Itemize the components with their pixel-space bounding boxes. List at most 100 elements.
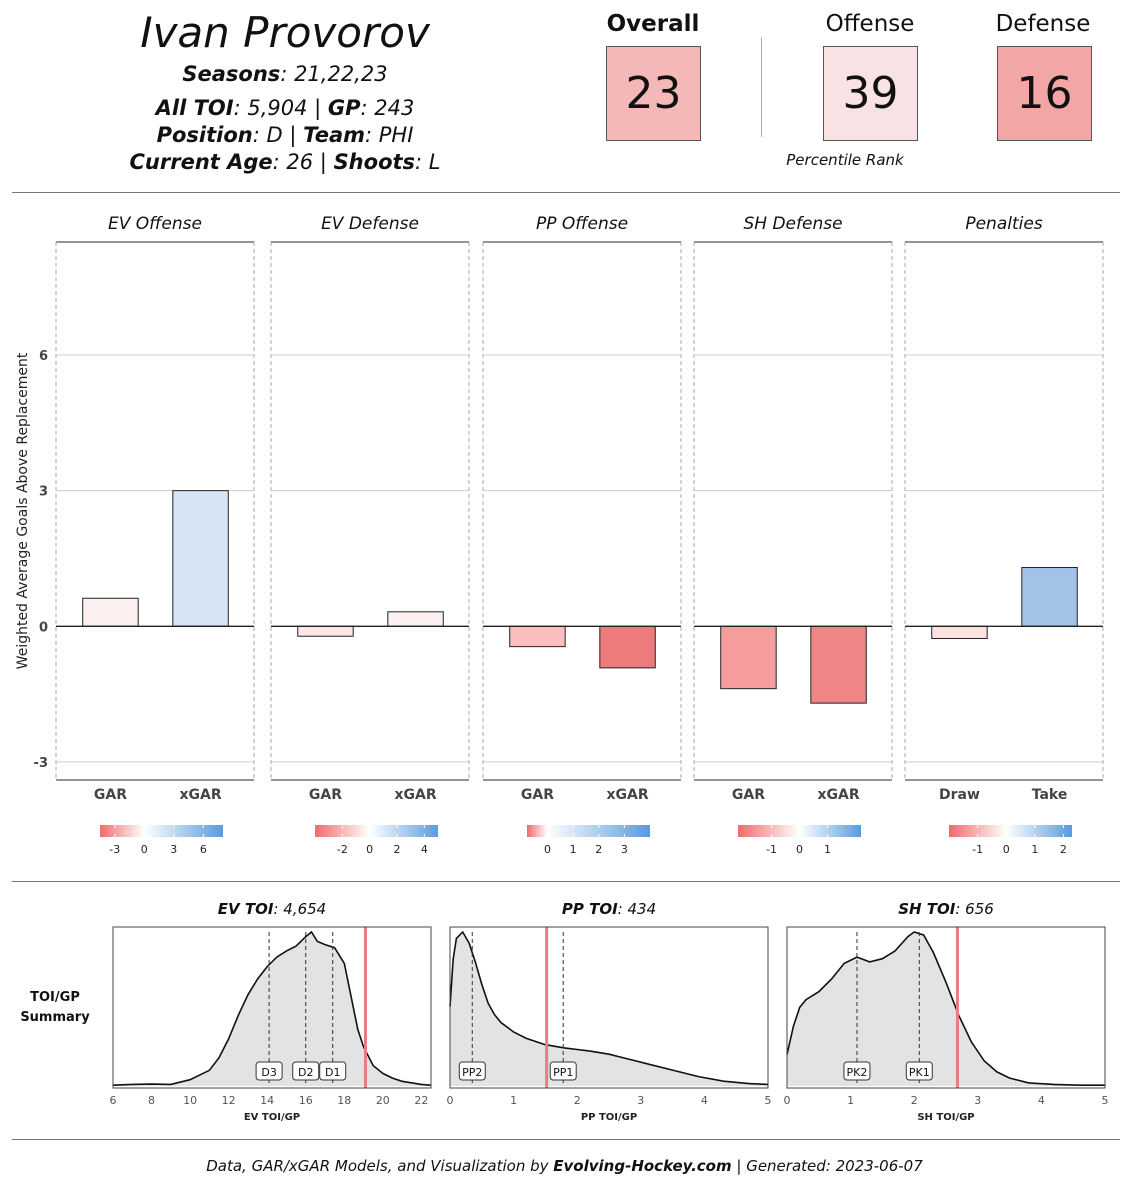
density-line: [449, 930, 769, 1086]
x-tick-label: 16: [299, 1094, 313, 1107]
section-divider-middle: [12, 881, 1120, 882]
legend-tick-label: 0: [1003, 843, 1010, 856]
color-legend-bar: [527, 825, 650, 837]
bar-gar: [720, 625, 777, 690]
density-line: [786, 931, 1105, 1086]
x-tick-label: xGAR: [394, 787, 436, 803]
x-axis-title: EV TOI/GP: [244, 1112, 300, 1123]
legend-tick-label: 0: [796, 843, 803, 856]
x-tick-label: GAR: [732, 787, 765, 803]
x-tick-label: 3: [974, 1094, 981, 1107]
bar-gar: [82, 597, 139, 627]
x-tick-label: 1: [510, 1094, 517, 1107]
panel-title: EV Defense: [321, 214, 419, 234]
seasons-value: : 21,22,23: [280, 62, 388, 86]
density-frame: [786, 926, 1106, 1089]
x-tick-label: GAR: [309, 787, 342, 803]
toi-value: : 5,904 |: [233, 96, 328, 120]
bar-draw: [931, 625, 988, 639]
x-tick-label: 2: [574, 1094, 581, 1107]
gar-bar-chart: Weighted Average Goals Above Replacement…: [15, 214, 1104, 856]
x-tick-label: 5: [765, 1094, 772, 1107]
legend-tick-label: -1: [766, 843, 777, 856]
player-name: Ivan Provorov: [140, 8, 430, 57]
legend-tick-label: -3: [109, 843, 120, 856]
footer-credit: Data, GAR/xGAR Models, and Visualization…: [0, 1157, 1129, 1175]
seasons-label: Seasons: [182, 62, 281, 86]
legend-tick-label: 2: [394, 843, 401, 856]
x-tick-label: 18: [337, 1094, 351, 1107]
position-value: : D |: [252, 123, 304, 147]
line-label-box-pk1: [905, 1061, 933, 1081]
gp-label: GP: [327, 96, 361, 120]
panel-penalties: Penalties Draw Take -1 0 1 2: [904, 214, 1104, 856]
x-tick-label: xGAR: [179, 787, 221, 803]
x-tick-label: xGAR: [817, 787, 859, 803]
y-tick-label: 0: [39, 620, 48, 635]
legend-tick-label: 1: [824, 843, 831, 856]
overall-rank-box: 23: [606, 46, 701, 141]
line-label-pp1: PP1: [553, 1066, 573, 1079]
x-tick-label: 6: [110, 1094, 117, 1107]
defense-rank-box: 16: [997, 46, 1092, 141]
panel-sh-defense: SH Defense GAR xGAR -1 0 1: [693, 214, 893, 856]
footer-prefix: Data, GAR/xGAR Models, and Visualization…: [206, 1157, 554, 1175]
line-label-box-d3: [255, 1061, 283, 1081]
toi-gp-line: All TOI: 5,904 | GP: 243: [60, 96, 510, 120]
y-tick-label: -3: [34, 756, 48, 771]
position-label: Position: [156, 123, 253, 147]
defense-label: Defense: [995, 11, 1091, 37]
density-frame: [449, 926, 769, 1089]
ev-toi-title-value: : 4,654: [273, 900, 327, 918]
panel-title: Penalties: [965, 214, 1042, 234]
panel-title: SH Defense: [743, 214, 842, 234]
x-tick-label: 3: [637, 1094, 644, 1107]
x-axis-title: PP TOI/GP: [581, 1112, 637, 1123]
toi-summary-label: TOI/GP Summary: [20, 990, 90, 1025]
bar-xgar: [387, 611, 444, 627]
sh-toi-title: SH TOI: 656: [787, 900, 1105, 918]
seasons-line: Seasons: 21,22,23: [60, 62, 510, 86]
x-tick-label: GAR: [94, 787, 127, 803]
offense-label: Offense: [825, 11, 915, 37]
x-tick-label: 1: [847, 1094, 854, 1107]
offense-rank-box: 39: [823, 46, 918, 141]
x-tick-label: 0: [784, 1094, 791, 1107]
legend-tick-label: -1: [972, 843, 983, 856]
x-tick-label: 0: [447, 1094, 454, 1107]
ev-toi-title: EV TOI: 4,654: [113, 900, 431, 918]
density-area: [450, 932, 768, 1086]
x-tick-label: 22: [414, 1094, 428, 1107]
age-value: : 26 |: [272, 150, 334, 174]
line-label-d3: D3: [261, 1066, 276, 1079]
legend-tick-label: -2: [337, 843, 348, 856]
bar-xgar: [810, 625, 867, 704]
x-tick-label: 4: [701, 1094, 708, 1107]
gp-value: : 243: [360, 96, 415, 120]
density-line: [112, 930, 432, 1086]
pp-toi-title: PP TOI: 434: [450, 900, 768, 918]
y-axis-title: Weighted Average Goals Above Replacement: [15, 352, 31, 669]
color-legend-bar: [315, 825, 438, 837]
team-label: Team: [303, 123, 365, 147]
panel-ev-offense: EV Offense GAR xGAR -3 0 3 6: [55, 214, 255, 856]
density-frame: [112, 926, 432, 1089]
x-axis-title: SH TOI/GP: [917, 1112, 974, 1123]
legend-tick-label: 1: [1031, 843, 1038, 856]
percentile-rank-caption: Percentile Rank: [786, 151, 904, 169]
line-label-d1: D1: [325, 1066, 340, 1079]
line-label-box-pp1: [549, 1061, 577, 1081]
color-legend-bar: [738, 825, 861, 837]
sh-toi-title-label: SH TOI: [898, 900, 956, 918]
age-shoots-line: Current Age: 26 | Shoots: L: [60, 150, 510, 174]
x-tick-label: 20: [376, 1094, 390, 1107]
bar-xgar: [599, 625, 656, 669]
x-tick-label: 14: [260, 1094, 274, 1107]
legend-tick-label: 3: [621, 843, 628, 856]
x-tick-label: 12: [222, 1094, 236, 1107]
footer-site: Evolving-Hockey.com: [553, 1157, 732, 1175]
line-label-box-d2: [292, 1061, 320, 1081]
x-tick-label: GAR: [521, 787, 554, 803]
x-tick-label: 10: [183, 1094, 197, 1107]
